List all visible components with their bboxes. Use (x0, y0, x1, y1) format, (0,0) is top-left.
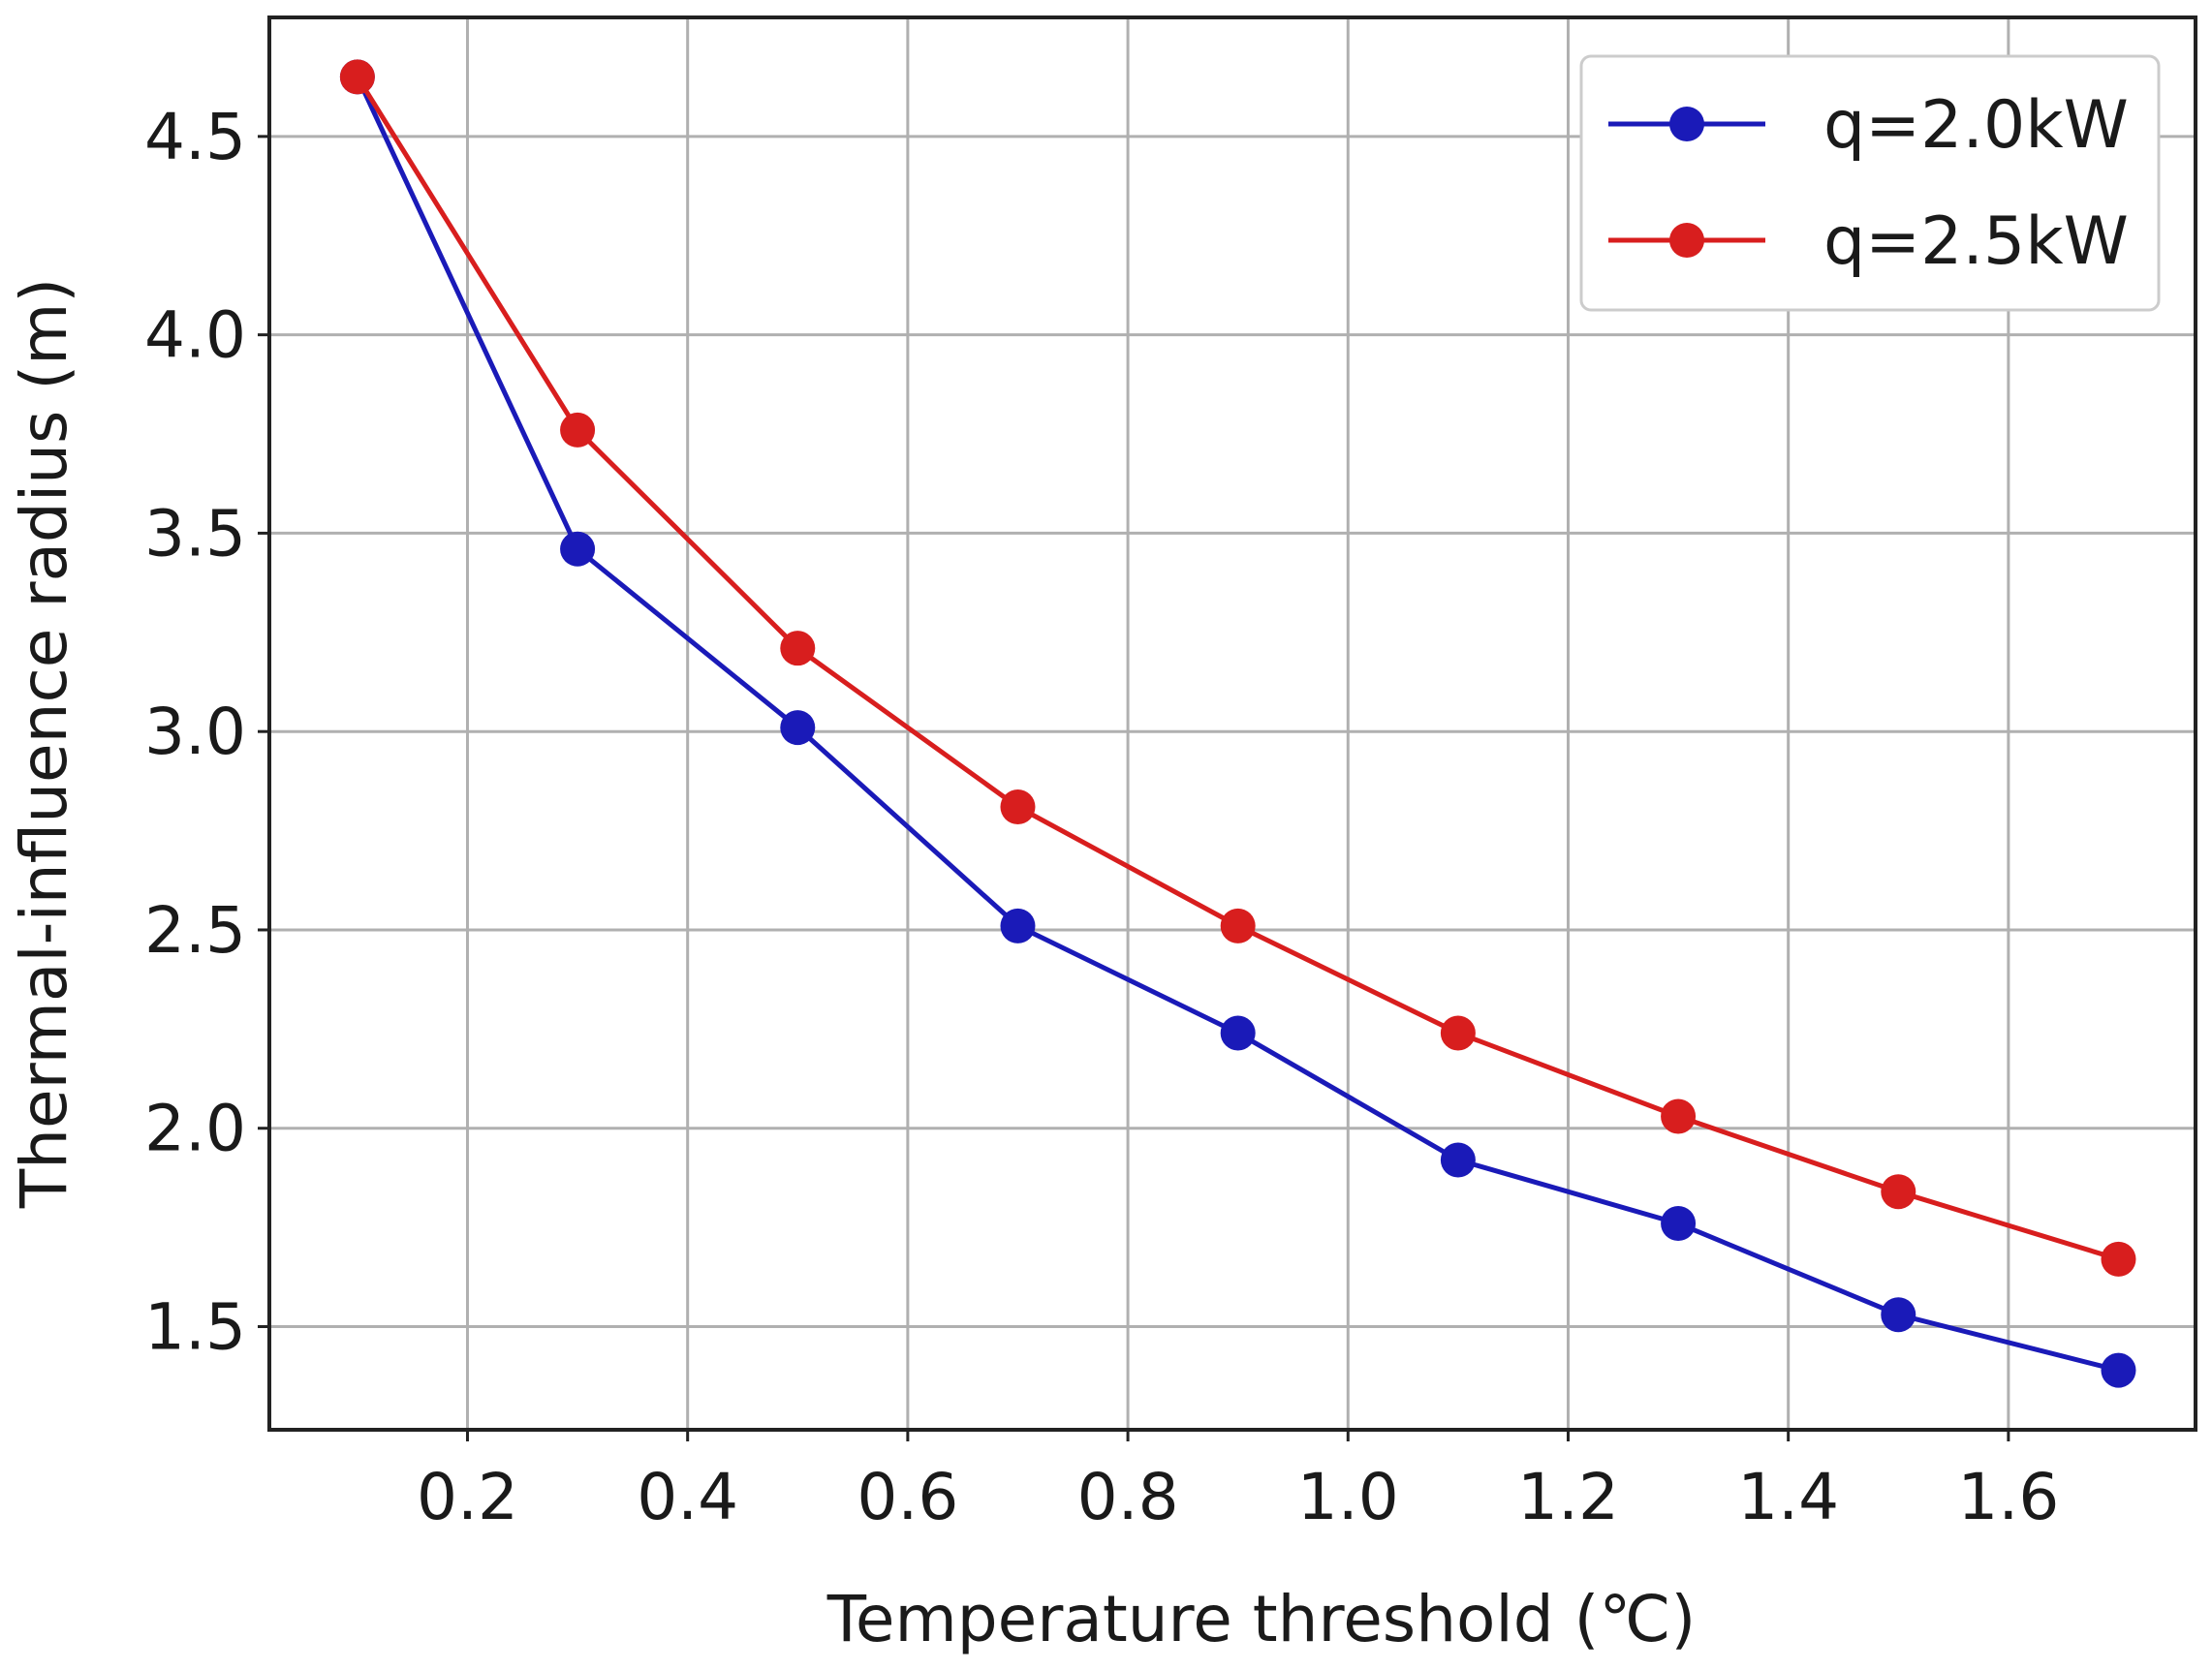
x-tick-label: 0.2 (417, 1460, 518, 1534)
legend-box (1579, 54, 2161, 312)
legend-item: q=2.5kW (1608, 203, 2129, 280)
x-tick-label: 1.2 (1517, 1460, 1619, 1534)
x-tick-label: 0.6 (857, 1460, 958, 1534)
x-tick-label: 0.4 (637, 1460, 738, 1534)
y-tick-label: 4.5 (144, 100, 246, 174)
x-tick-label: 0.8 (1077, 1460, 1179, 1534)
data-point (1220, 1015, 1256, 1051)
x-tick-label: 1.0 (1297, 1460, 1399, 1534)
legend-marker (1669, 223, 1704, 258)
y-axis-label: Thermal-influence radius (m) (7, 278, 81, 1209)
data-point (560, 412, 596, 448)
data-point (780, 631, 816, 666)
series-1 (339, 59, 2136, 1388)
legend-label: q=2.0kW (1823, 87, 2129, 164)
data-point (2101, 1352, 2136, 1388)
plot-area-frame (267, 15, 2197, 1432)
legend: q=2.0kW q=2.5kW (1579, 54, 2161, 312)
data-point (2101, 1241, 2136, 1277)
data-point (339, 59, 375, 95)
data-point (1881, 1297, 1916, 1333)
x-tick-label: 1.6 (1957, 1460, 2059, 1534)
data-point (1661, 1098, 1697, 1134)
data-point (1440, 1142, 1476, 1178)
series-group (339, 59, 2136, 1388)
y-tick-label: 2.5 (144, 893, 246, 968)
data-point (1440, 1015, 1476, 1051)
series-2 (339, 59, 2136, 1277)
y-tick-label: 1.5 (144, 1290, 246, 1365)
y-tick-label: 4.0 (144, 298, 246, 373)
y-tick-label: 3.5 (144, 496, 246, 571)
data-point (1881, 1174, 1916, 1210)
y-tick-label: 3.0 (144, 695, 246, 769)
y-tick-label: 2.0 (144, 1092, 246, 1166)
y-axis-ticks: 1.5 2.0 2.5 3.0 3.5 4.0 4.5 (144, 100, 269, 1365)
legend-item: q=2.0kW (1608, 87, 2129, 164)
data-point (1661, 1206, 1697, 1242)
data-point (560, 531, 596, 567)
x-axis-ticks: 0.2 0.4 0.6 0.8 1.0 1.2 1.4 1.6 (417, 1430, 2059, 1534)
x-tick-label: 1.4 (1737, 1460, 1839, 1534)
data-point (780, 710, 816, 746)
data-point (1000, 908, 1036, 943)
legend-label: q=2.5kW (1823, 203, 2129, 280)
data-point (1000, 789, 1036, 825)
legend-marker (1669, 107, 1704, 141)
x-axis-label: Temperature threshold (℃) (826, 1582, 1696, 1656)
data-point (1220, 908, 1256, 943)
